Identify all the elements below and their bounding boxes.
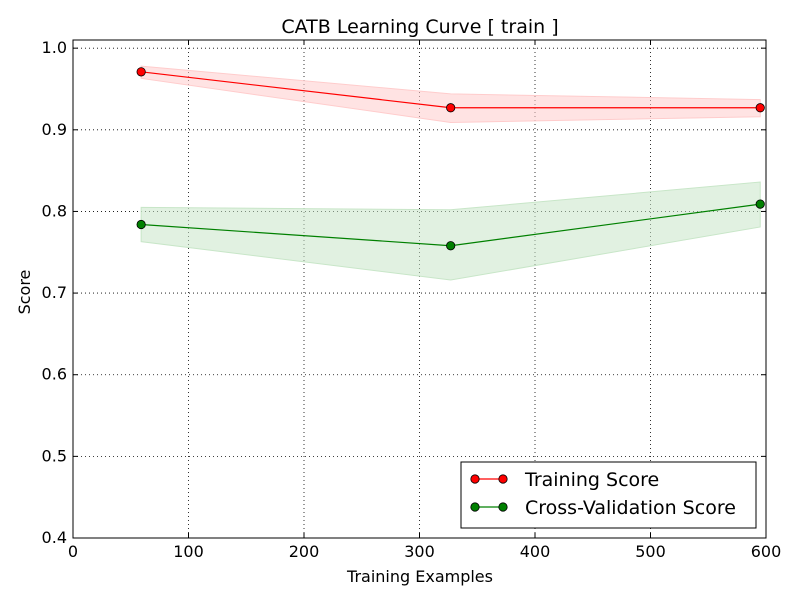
data-point	[136, 219, 146, 230]
y-tick-label: 0.9	[42, 120, 67, 139]
x-tick-label: 100	[173, 542, 204, 561]
x-tick-label: 200	[289, 542, 320, 561]
y-tick-label: 0.5	[42, 446, 67, 465]
x-tick-label: 600	[751, 542, 782, 561]
data-point	[755, 103, 765, 113]
y-tick-label: 1.0	[42, 38, 67, 57]
data-point	[446, 103, 456, 113]
data-point	[136, 67, 146, 77]
confidence-band-0	[140, 65, 761, 123]
grid-lines	[73, 40, 766, 538]
axis-ticks: 0 100 200 300 400 500 600 0.4 0.5 0.6 0.7 0.8 0.9 1.0	[42, 38, 782, 561]
legend-label: Training Score	[524, 469, 659, 491]
x-tick-label: 300	[404, 542, 435, 561]
legend-marker	[498, 502, 508, 512]
legend-label: Cross-Validation Score	[525, 497, 736, 519]
chart-title: CATB Learning Curve [ train ]	[281, 16, 558, 38]
y-tick-label: 0.8	[42, 201, 67, 220]
y-axis-title: Score	[15, 270, 34, 315]
y-tick-label: 0.4	[42, 528, 67, 547]
legend-marker	[470, 474, 480, 484]
series-points	[136, 67, 765, 251]
y-tick-label: 0.6	[42, 365, 67, 384]
data-point	[446, 241, 456, 251]
legend-marker	[470, 502, 480, 512]
legend-marker	[498, 474, 508, 484]
x-tick-label: 0	[68, 542, 78, 561]
data-point	[755, 199, 765, 209]
x-tick-label: 400	[520, 542, 551, 561]
confidence-band-1	[140, 181, 761, 281]
x-tick-label: 500	[635, 542, 666, 561]
y-tick-label: 0.7	[42, 283, 67, 302]
legend-box	[460, 461, 757, 529]
legend: Training Score Cross-Validation Score	[460, 461, 757, 529]
x-axis-title: Training Examples	[346, 567, 493, 586]
confidence-bands	[140, 65, 761, 281]
